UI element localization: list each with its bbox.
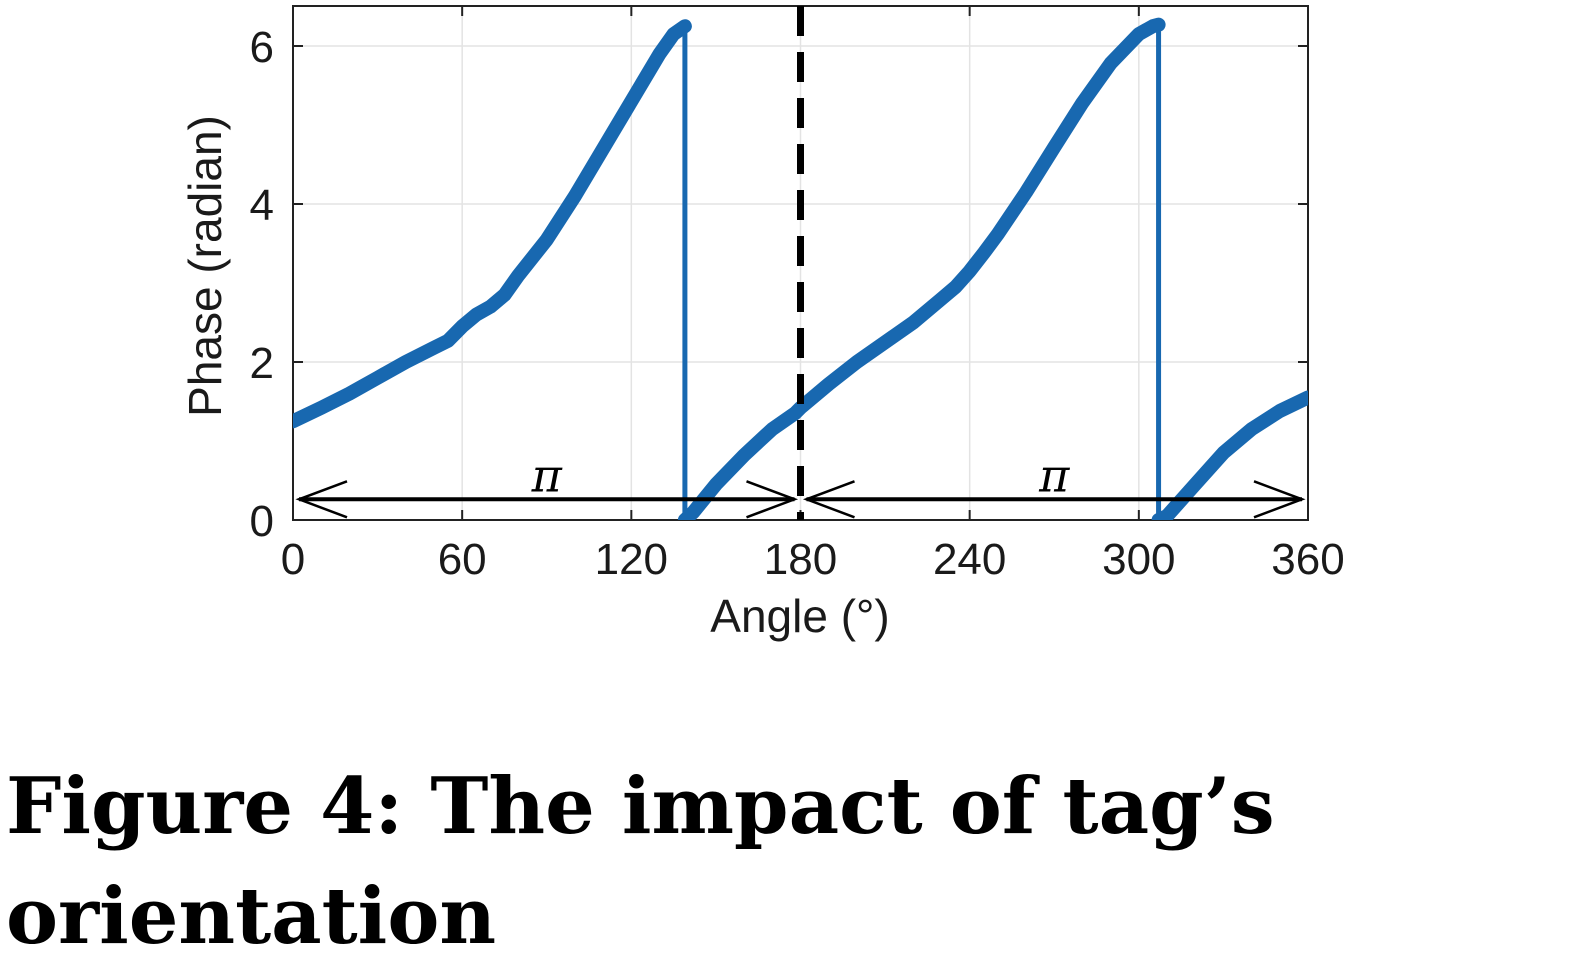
pi-arrow-head-right — [746, 480, 799, 519]
x-tick-label: 360 — [1271, 535, 1344, 584]
series-group — [293, 17, 1308, 520]
series-line — [1151, 390, 1308, 520]
pi-label: π — [531, 448, 563, 502]
x-tick-label: 60 — [438, 535, 487, 584]
figure-caption: Figure 4: The impact of tag’s orientatio… — [6, 761, 1275, 962]
y-tick-label: 4 — [250, 181, 274, 230]
series-line — [677, 17, 1166, 520]
y-tick-label: 6 — [250, 23, 274, 72]
pi-arrow-head-right — [1253, 480, 1306, 519]
x-tick-label: 180 — [764, 535, 837, 584]
pi-label: π — [1038, 448, 1070, 502]
tick-labels: 0 60 120 180 240 300 360 0 2 4 6 — [250, 23, 1345, 584]
y-axis-label: Phase (radian) — [179, 115, 231, 417]
x-tick-label: 0 — [281, 535, 305, 584]
pi-arrow-head-left — [295, 480, 348, 519]
y-tick-label: 0 — [250, 497, 274, 546]
series-line — [293, 19, 692, 429]
axis-ticks — [292, 6, 1309, 521]
y-tick-label: 2 — [250, 339, 274, 388]
pi-arrow-head-left — [802, 480, 855, 519]
x-axis-label: Angle (°) — [710, 590, 889, 642]
x-tick-label: 120 — [595, 535, 668, 584]
x-tick-label: 240 — [933, 535, 1006, 584]
x-tick-label: 300 — [1102, 535, 1175, 584]
